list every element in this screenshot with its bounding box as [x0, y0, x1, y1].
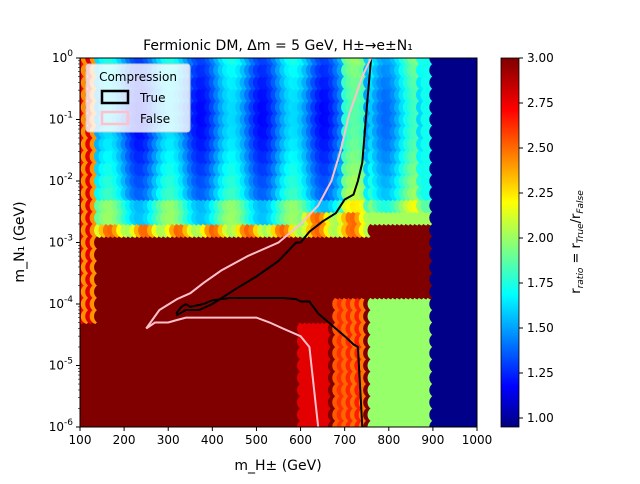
heatmap-cell — [469, 222, 477, 239]
colorbar-tick-label: 2.50 — [527, 141, 554, 155]
x-tick-label: 500 — [245, 433, 268, 447]
heatmap-cell — [469, 296, 477, 312]
legend-label-true: True — [139, 91, 166, 105]
heatmap-cell — [469, 406, 477, 423]
colorbar-tick-label: 2.00 — [527, 231, 554, 245]
heatmap-cell — [469, 394, 477, 411]
x-tick-label: 700 — [333, 433, 356, 447]
y-tick-label: 10-3 — [49, 234, 73, 250]
heatmap-cell — [469, 369, 477, 386]
heatmap-cell — [469, 332, 477, 349]
x-tick-label: 900 — [421, 433, 444, 447]
colorbar-tick-label: 3.00 — [527, 51, 554, 65]
x-tick-label: 400 — [201, 433, 224, 447]
legend: Compression True False — [85, 63, 191, 133]
heatmap-cell — [469, 136, 477, 153]
heatmap-cell — [469, 234, 477, 251]
heatmap-cell — [469, 74, 477, 91]
legend-swatch-true — [100, 89, 130, 105]
contour-true — [175, 58, 373, 317]
contour-lines — [145, 58, 373, 427]
y-axis-label: m_N₁ (GeV) — [12, 201, 28, 282]
heatmap-cell — [469, 185, 477, 202]
heatmap-cell — [469, 86, 477, 103]
colorbar — [500, 57, 520, 428]
heatmap-cell — [469, 259, 477, 276]
heatmap-cell — [469, 283, 477, 300]
colorbar-tick-label: 1.25 — [527, 366, 554, 380]
x-tick-label: 800 — [377, 433, 400, 447]
heatmap-cell — [469, 111, 477, 128]
colorbar-tick-label: 1.50 — [527, 321, 554, 335]
heatmap-cell — [469, 382, 477, 399]
heatmap-cell — [469, 209, 477, 226]
contour-false — [145, 58, 373, 330]
contour-true — [175, 297, 364, 427]
y-tick-label: 100 — [52, 49, 73, 65]
heatmap-cell — [469, 58, 477, 66]
heatmap-cell — [469, 62, 477, 79]
heatmap-cell — [469, 345, 477, 362]
legend-label-false: False — [140, 112, 170, 126]
colorbar-tick-label: 2.75 — [527, 96, 554, 110]
colorbar-tick-label: 1.75 — [527, 276, 554, 290]
heatmap-cell — [469, 357, 477, 374]
colorbar-tick-label: 2.25 — [527, 186, 554, 200]
heatmap-cell — [469, 271, 477, 288]
colorbar-label: rratio = rTrue/rFalse — [569, 190, 586, 294]
y-tick-label: 10-5 — [49, 357, 73, 373]
x-tick-label: 1000 — [462, 433, 493, 447]
heatmap-cell — [469, 197, 477, 214]
heatmap-cell — [469, 148, 477, 165]
contour-false — [145, 316, 320, 427]
colorbar-tick-label: 1.00 — [527, 411, 554, 425]
x-axis-ticks: 100 200 300 400 500 600 700 800 900 1000 — [69, 427, 493, 447]
x-tick-label: 300 — [157, 433, 180, 447]
heatmap-cell — [469, 123, 477, 140]
colorbar-ticks: 1.00 1.25 1.50 1.75 2.00 2.25 2.50 2.75 3.00 — [519, 51, 554, 425]
y-tick-label: 10-2 — [49, 172, 73, 188]
x-axis-label: m_H± (GeV) — [234, 458, 321, 474]
heatmap-cell — [469, 160, 477, 177]
y-axis-ticks: 10-6 10-5 10-4 10-3 10-2 10-1 100 — [49, 49, 80, 434]
x-tick-label: 200 — [113, 433, 136, 447]
heatmap-cell — [469, 320, 477, 337]
legend-title: Compression — [99, 70, 177, 84]
y-tick-label: 10-4 — [49, 295, 74, 311]
heatmap-cell — [469, 173, 477, 189]
heatmap-cell — [469, 99, 477, 116]
heatmap-cell — [469, 308, 477, 325]
x-tick-label: 100 — [69, 433, 92, 447]
heatmap-cell — [469, 246, 477, 263]
x-tick-label: 600 — [289, 433, 312, 447]
chart-title: Fermionic DM, Δm = 5 GeV, H±→e±N₁ — [143, 38, 413, 54]
legend-swatch-false — [100, 110, 130, 126]
y-tick-label: 10-6 — [49, 418, 74, 434]
y-tick-label: 10-1 — [49, 111, 73, 127]
legend-box — [85, 63, 191, 133]
